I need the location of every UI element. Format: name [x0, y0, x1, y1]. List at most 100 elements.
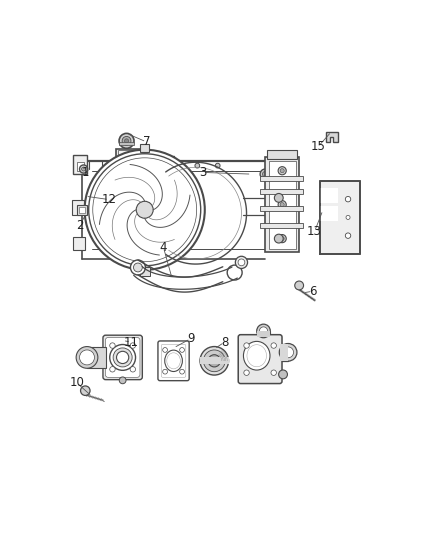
Text: 13: 13 — [307, 225, 322, 238]
Circle shape — [215, 163, 220, 168]
FancyBboxPatch shape — [103, 335, 142, 379]
Circle shape — [88, 154, 201, 266]
Circle shape — [162, 369, 167, 374]
FancyBboxPatch shape — [105, 337, 140, 377]
Circle shape — [134, 263, 142, 272]
Circle shape — [280, 237, 284, 241]
Circle shape — [244, 370, 249, 375]
Circle shape — [208, 354, 220, 367]
Bar — [320, 206, 338, 221]
Circle shape — [260, 169, 270, 179]
Circle shape — [131, 260, 145, 275]
Bar — [267, 150, 297, 159]
Bar — [78, 207, 85, 213]
Circle shape — [195, 163, 200, 168]
FancyBboxPatch shape — [158, 341, 189, 381]
Circle shape — [279, 370, 287, 379]
Circle shape — [110, 367, 115, 372]
Circle shape — [278, 200, 286, 209]
Circle shape — [80, 165, 88, 173]
Ellipse shape — [247, 345, 266, 367]
Circle shape — [238, 259, 245, 266]
Circle shape — [274, 234, 283, 243]
FancyBboxPatch shape — [161, 344, 186, 377]
Circle shape — [119, 377, 126, 384]
Text: 7: 7 — [143, 135, 150, 148]
Text: 8: 8 — [221, 336, 228, 349]
Circle shape — [200, 346, 229, 375]
Circle shape — [257, 324, 270, 338]
Bar — [260, 189, 303, 195]
Circle shape — [345, 197, 351, 202]
Circle shape — [244, 343, 249, 348]
Text: 12: 12 — [102, 193, 117, 206]
Bar — [141, 268, 149, 276]
Circle shape — [110, 343, 115, 348]
Bar — [260, 223, 303, 229]
Text: 1: 1 — [81, 166, 89, 179]
Bar — [200, 358, 229, 364]
Bar — [74, 237, 85, 251]
Text: 4: 4 — [159, 240, 167, 254]
Bar — [257, 331, 270, 337]
Circle shape — [130, 343, 135, 348]
Circle shape — [113, 348, 132, 367]
Bar — [72, 199, 84, 215]
Ellipse shape — [165, 350, 182, 372]
FancyBboxPatch shape — [238, 335, 282, 384]
Circle shape — [346, 215, 350, 220]
Circle shape — [283, 347, 293, 358]
Circle shape — [295, 281, 304, 290]
Circle shape — [117, 351, 129, 364]
Circle shape — [203, 350, 225, 372]
Circle shape — [274, 193, 283, 203]
Circle shape — [81, 167, 86, 171]
Bar — [77, 162, 84, 171]
Text: 10: 10 — [69, 376, 84, 390]
Circle shape — [280, 168, 284, 173]
Text: 15: 15 — [311, 141, 325, 154]
Circle shape — [130, 367, 135, 372]
Circle shape — [259, 327, 268, 335]
Circle shape — [271, 370, 276, 375]
Text: 3: 3 — [199, 166, 206, 179]
Bar — [87, 346, 106, 368]
Circle shape — [119, 133, 134, 148]
Circle shape — [76, 346, 98, 368]
Bar — [117, 150, 145, 162]
Text: 11: 11 — [124, 336, 138, 349]
Text: 2: 2 — [77, 219, 84, 231]
Circle shape — [271, 343, 276, 348]
Bar — [119, 142, 134, 144]
Ellipse shape — [244, 341, 270, 370]
Circle shape — [278, 235, 286, 243]
Bar — [116, 149, 146, 164]
Bar — [77, 205, 87, 215]
Circle shape — [279, 343, 297, 361]
Circle shape — [162, 348, 167, 352]
Circle shape — [81, 386, 90, 395]
Text: 6: 6 — [309, 285, 317, 298]
Ellipse shape — [167, 353, 180, 369]
Circle shape — [235, 256, 247, 269]
Circle shape — [227, 265, 242, 280]
Circle shape — [180, 369, 184, 374]
Circle shape — [278, 167, 286, 175]
Bar — [74, 156, 87, 174]
Text: 9: 9 — [187, 332, 194, 345]
Bar — [140, 268, 150, 276]
Circle shape — [262, 172, 268, 177]
Circle shape — [93, 158, 197, 262]
Polygon shape — [326, 132, 338, 142]
Circle shape — [136, 201, 153, 218]
Circle shape — [345, 233, 351, 238]
Circle shape — [180, 348, 184, 352]
Circle shape — [80, 350, 95, 365]
Circle shape — [124, 139, 129, 143]
Circle shape — [280, 203, 284, 207]
Bar — [260, 176, 303, 181]
Bar — [260, 206, 303, 212]
Circle shape — [212, 358, 217, 364]
Bar — [320, 188, 338, 203]
Circle shape — [122, 136, 131, 146]
